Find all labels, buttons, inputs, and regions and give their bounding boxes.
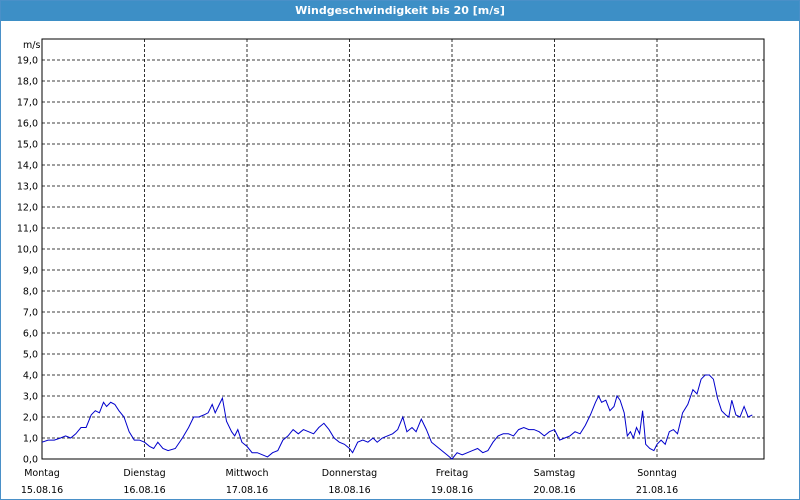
y-tick-label: 5,0 [23,350,38,361]
y-tick-label: 0,0 [23,455,38,466]
x-tick-date-label: 15.08.16 [21,485,63,496]
y-tick-label: 6,0 [23,329,38,340]
y-tick-label: 3,0 [23,392,38,403]
y-tick-label: 18,0 [17,77,38,88]
x-tick-date-label: 21.08.16 [636,485,678,496]
x-tick-day-label: Montag [24,468,60,479]
y-tick-label: 2,0 [23,413,38,424]
x-tick-date-label: 17.08.16 [226,485,268,496]
y-tick-label: 15,0 [17,140,38,151]
x-tick-date-label: 16.08.16 [123,485,165,496]
y-tick-label: 11,0 [17,224,38,235]
x-axis-ticks: Montag 15.08.16 Dienstag 16.08.16 Mittwoch 17… [21,468,678,496]
y-tick-label: 14,0 [17,161,38,172]
y-tick-label: 17,0 [17,98,38,109]
x-tick-day-label: Freitag [436,468,469,479]
y-tick-label: 16,0 [17,119,38,130]
y-tick-label: 12,0 [17,203,38,214]
x-tick-day-label: Mittwoch [225,468,268,479]
y-tick-label: 10,0 [17,245,38,256]
x-tick-date-label: 19.08.16 [431,485,473,496]
y-tick-label: 8,0 [23,287,38,298]
x-tick-day-label: Donnerstag [322,468,377,479]
y-tick-label: 19,0 [17,56,38,67]
y-tick-label: 1,0 [23,434,38,445]
y-tick-label: 13,0 [17,182,38,193]
x-tick-day-label: Dienstag [123,468,165,479]
x-tick-date-label: 18.08.16 [328,485,370,496]
y-tick-label: 9,0 [23,266,38,277]
y-tick-label: 7,0 [23,308,38,319]
y-axis-unit-label: m/s [23,40,40,51]
x-tick-day-label: Samstag [534,468,576,479]
y-tick-label: 4,0 [23,371,38,382]
window-title: Windgeschwindigkeit bis 20 [m/s] [1,1,799,21]
y-axis-ticks: 0,0 1,0 2,0 3,0 4,0 5,0 6,0 7,0 8,0 9,0 10,0 11,0 12… [17,56,38,466]
x-tick-day-label: Sonntag [637,468,676,479]
x-tick-date-label: 20.08.16 [533,485,575,496]
wind-speed-series-line [41,374,753,460]
